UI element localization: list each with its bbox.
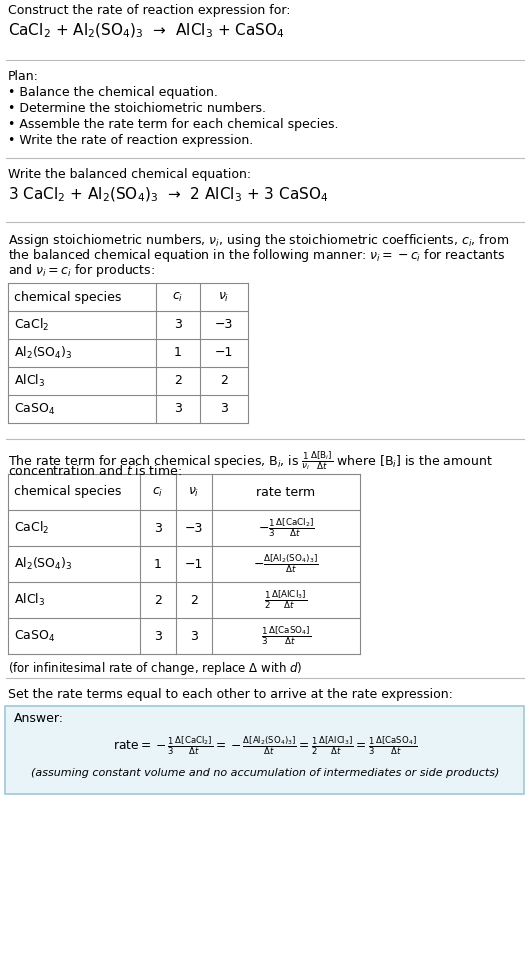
FancyBboxPatch shape [5,706,524,794]
Text: CaCl$_2$: CaCl$_2$ [14,317,49,333]
Text: $-\frac{\Delta[\mathrm{Al_2(SO_4)_3}]}{\Delta t}$: $-\frac{\Delta[\mathrm{Al_2(SO_4)_3}]}{\… [253,553,319,575]
Text: concentration and $t$ is time:: concentration and $t$ is time: [8,464,182,478]
Text: (assuming constant volume and no accumulation of intermediates or side products): (assuming constant volume and no accumul… [31,768,499,778]
Text: 3 CaCl$_2$ + Al$_2$(SO$_4$)$_3$  →  2 AlCl$_3$ + 3 CaSO$_4$: 3 CaCl$_2$ + Al$_2$(SO$_4$)$_3$ → 2 AlCl… [8,186,329,205]
Text: −1: −1 [185,558,203,570]
Text: CaSO$_4$: CaSO$_4$ [14,628,55,644]
Text: CaCl$_2$ + Al$_2$(SO$_4$)$_3$  →  AlCl$_3$ + CaSO$_4$: CaCl$_2$ + Al$_2$(SO$_4$)$_3$ → AlCl$_3$… [8,22,285,40]
Text: Plan:: Plan: [8,70,39,83]
Text: Answer:: Answer: [14,712,64,725]
Text: CaSO$_4$: CaSO$_4$ [14,402,55,416]
Text: • Balance the chemical equation.: • Balance the chemical equation. [8,86,218,99]
Text: Construct the rate of reaction expression for:: Construct the rate of reaction expressio… [8,4,290,17]
Text: $\mathrm{rate} = -\frac{1}{3}\frac{\Delta[\mathrm{CaCl_2}]}{\Delta t} = -\frac{\: $\mathrm{rate} = -\frac{1}{3}\frac{\Delt… [113,734,417,757]
Text: CaCl$_2$: CaCl$_2$ [14,520,49,536]
Text: 2: 2 [154,594,162,607]
Text: $c_i$: $c_i$ [152,485,164,499]
Text: 2: 2 [174,374,182,387]
Text: 3: 3 [220,403,228,416]
Text: (for infinitesimal rate of change, replace Δ with $d$): (for infinitesimal rate of change, repla… [8,660,303,677]
Text: 1: 1 [174,347,182,360]
Text: the balanced chemical equation in the following manner: $\nu_i = -c_i$ for react: the balanced chemical equation in the fo… [8,247,506,264]
Text: AlCl$_3$: AlCl$_3$ [14,373,45,389]
Text: • Assemble the rate term for each chemical species.: • Assemble the rate term for each chemic… [8,118,339,131]
Text: −3: −3 [185,521,203,534]
Text: $\nu_i$: $\nu_i$ [218,290,229,304]
Text: The rate term for each chemical species, B$_i$, is $\frac{1}{\nu_i}\frac{\Delta[: The rate term for each chemical species,… [8,449,493,471]
Text: $\frac{1}{2}\frac{\Delta[\mathrm{AlCl_3}]}{\Delta t}$: $\frac{1}{2}\frac{\Delta[\mathrm{AlCl_3}… [264,589,307,612]
Text: 3: 3 [174,403,182,416]
Text: $\frac{1}{3}\frac{\Delta[\mathrm{CaSO_4}]}{\Delta t}$: $\frac{1}{3}\frac{\Delta[\mathrm{CaSO_4}… [261,624,311,648]
Text: Al$_2$(SO$_4$)$_3$: Al$_2$(SO$_4$)$_3$ [14,556,73,572]
Text: 3: 3 [174,318,182,331]
Text: $-\frac{1}{3}\frac{\Delta[\mathrm{CaCl_2}]}{\Delta t}$: $-\frac{1}{3}\frac{\Delta[\mathrm{CaCl_2… [258,516,314,539]
Text: Set the rate terms equal to each other to arrive at the rate expression:: Set the rate terms equal to each other t… [8,688,453,701]
Text: chemical species: chemical species [14,290,121,304]
Text: Assign stoichiometric numbers, $\nu_i$, using the stoichiometric coefficients, $: Assign stoichiometric numbers, $\nu_i$, … [8,232,509,249]
Text: 2: 2 [190,594,198,607]
Text: chemical species: chemical species [14,485,121,499]
Text: 3: 3 [190,629,198,643]
Text: • Write the rate of reaction expression.: • Write the rate of reaction expression. [8,134,253,147]
Text: 2: 2 [220,374,228,387]
Text: $\nu_i$: $\nu_i$ [188,485,200,499]
Text: 3: 3 [154,629,162,643]
Text: −3: −3 [215,318,233,331]
Text: rate term: rate term [257,485,315,499]
Text: • Determine the stoichiometric numbers.: • Determine the stoichiometric numbers. [8,102,266,115]
Text: Write the balanced chemical equation:: Write the balanced chemical equation: [8,168,251,181]
Text: 3: 3 [154,521,162,534]
Text: Al$_2$(SO$_4$)$_3$: Al$_2$(SO$_4$)$_3$ [14,345,73,361]
Text: 1: 1 [154,558,162,570]
Text: $c_i$: $c_i$ [172,290,183,304]
Text: AlCl$_3$: AlCl$_3$ [14,592,45,608]
Text: −1: −1 [215,347,233,360]
Text: and $\nu_i = c_i$ for products:: and $\nu_i = c_i$ for products: [8,262,155,279]
